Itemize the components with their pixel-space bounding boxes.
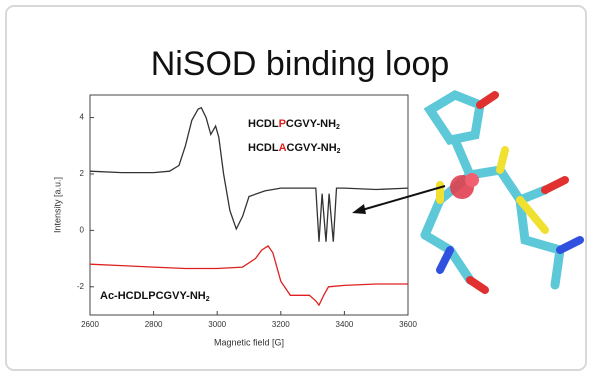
annotation-part: 2 bbox=[206, 296, 210, 303]
slide: NiSOD binding loop Magnetic field [G] In… bbox=[0, 0, 593, 376]
annotation-part: A bbox=[279, 142, 287, 154]
x-tick-label: 2600 bbox=[81, 320, 99, 329]
annotation-part: 2 bbox=[336, 124, 340, 131]
y-tick-label: -2 bbox=[77, 282, 85, 291]
annotation: HCDLPCGVY-NH2 bbox=[248, 118, 340, 131]
nickel-site bbox=[465, 173, 479, 187]
annotation-part: HCDL bbox=[248, 142, 279, 154]
y-axis-label: Intensity [a.u.] bbox=[52, 177, 62, 233]
annotation-part: HCDL bbox=[248, 118, 279, 130]
y-tick-label: 2 bbox=[80, 169, 85, 178]
y-tick-label: 4 bbox=[80, 113, 85, 122]
chart-title: NiSOD binding loop bbox=[151, 45, 450, 83]
annotation-part: CGVY-NH bbox=[287, 142, 337, 154]
y-tick-label: 0 bbox=[80, 225, 85, 234]
annotation-part: CGVY-NH bbox=[286, 118, 336, 130]
x-axis-label: Magnetic field [G] bbox=[214, 337, 284, 347]
annotation-part: Ac-HCDLPCGVY-NH bbox=[100, 290, 206, 302]
annotation-part: P bbox=[279, 118, 286, 130]
x-tick-label: 3200 bbox=[272, 320, 290, 329]
x-tick-label: 3600 bbox=[399, 320, 417, 329]
annotation: HCDLACGVY-NH2 bbox=[248, 142, 341, 155]
x-tick-label: 3400 bbox=[336, 320, 354, 329]
annotation-part: 2 bbox=[337, 148, 341, 155]
annotation: Ac-HCDLPCGVY-NH2 bbox=[100, 290, 210, 303]
x-tick-label: 2800 bbox=[145, 320, 163, 329]
x-tick-label: 3000 bbox=[208, 320, 226, 329]
page: NiSOD binding loop Magnetic field [G] In… bbox=[0, 0, 593, 376]
